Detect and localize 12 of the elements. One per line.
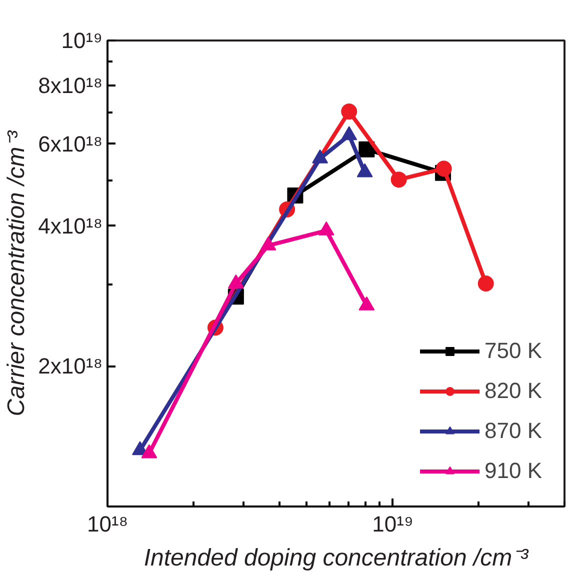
legend-label: 820 K [484, 378, 542, 404]
x-tick-label: 10¹⁸ [86, 512, 128, 536]
y-axis-title: Carrier concentration /cm⁻³ [3, 130, 30, 416]
x-axis-title: Intended doping concentration /cm⁻³ [144, 544, 530, 572]
legend-label: 870 K [484, 418, 542, 444]
legend-label: 750 K [484, 338, 542, 364]
legend-label: 910 K [484, 458, 542, 484]
y-tick-label: 4x10¹⁸ [38, 213, 103, 238]
y-tick-label: 8x10¹⁸ [38, 73, 103, 98]
y-tick-label: 2x10¹⁸ [38, 354, 103, 379]
y-tick-label: 6x10¹⁸ [38, 131, 103, 156]
y-tick-label: 10¹⁹ [61, 28, 102, 53]
